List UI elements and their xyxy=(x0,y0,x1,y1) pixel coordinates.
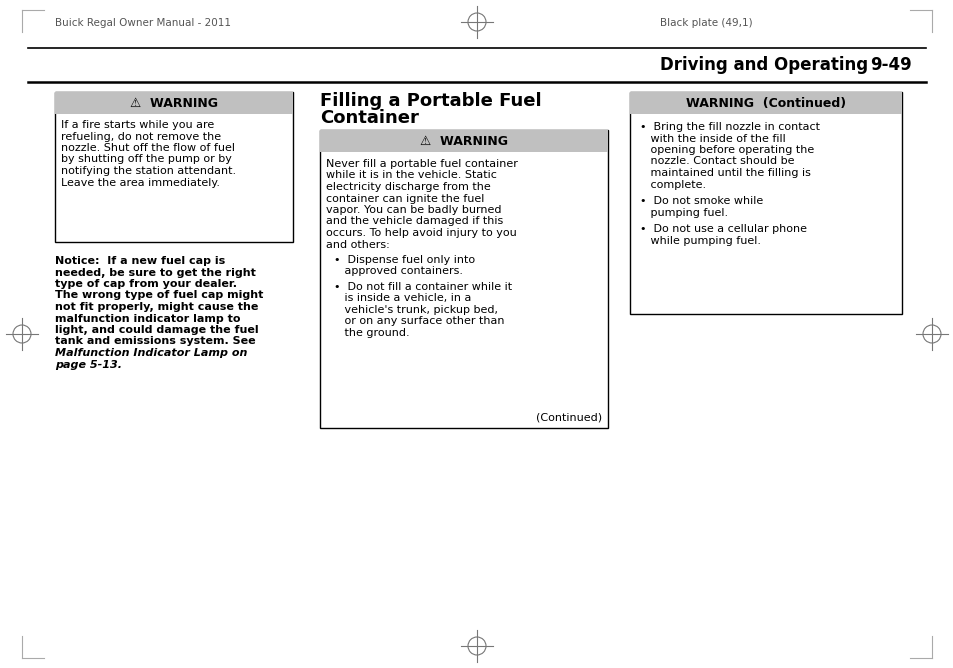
Text: •  Do not fill a container while it: • Do not fill a container while it xyxy=(334,282,512,292)
Text: approved containers.: approved containers. xyxy=(334,267,462,277)
Text: Never fill a portable fuel container: Never fill a portable fuel container xyxy=(326,159,517,169)
Text: If a fire starts while you are: If a fire starts while you are xyxy=(61,120,214,130)
Text: nozzle. Shut off the flow of fuel: nozzle. Shut off the flow of fuel xyxy=(61,143,234,153)
Bar xyxy=(629,92,901,314)
Text: Notice:  If a new fuel cap is: Notice: If a new fuel cap is xyxy=(55,256,225,266)
Text: 9-49: 9-49 xyxy=(869,56,911,74)
Text: Black plate (49,1): Black plate (49,1) xyxy=(659,18,752,28)
Bar xyxy=(629,92,901,114)
Text: type of cap from your dealer.: type of cap from your dealer. xyxy=(55,279,236,289)
Bar xyxy=(55,92,293,242)
Text: the ground.: the ground. xyxy=(334,328,409,338)
Text: The wrong type of fuel cap might: The wrong type of fuel cap might xyxy=(55,291,263,301)
Text: electricity discharge from the: electricity discharge from the xyxy=(326,182,490,192)
Text: not fit properly, might cause the: not fit properly, might cause the xyxy=(55,302,258,312)
Text: (Continued): (Continued) xyxy=(536,413,601,423)
Text: maintained until the filling is: maintained until the filling is xyxy=(639,168,810,178)
Text: needed, be sure to get the right: needed, be sure to get the right xyxy=(55,267,255,277)
Text: •  Do not smoke while: • Do not smoke while xyxy=(639,196,762,206)
Text: Driving and Operating: Driving and Operating xyxy=(659,56,867,74)
Text: and the vehicle damaged if this: and the vehicle damaged if this xyxy=(326,216,503,226)
Text: or on any surface other than: or on any surface other than xyxy=(334,317,504,327)
Text: tank and emissions system. See: tank and emissions system. See xyxy=(55,337,255,347)
Text: •  Bring the fill nozzle in contact: • Bring the fill nozzle in contact xyxy=(639,122,820,132)
Text: vapor. You can be badly burned: vapor. You can be badly burned xyxy=(326,205,501,215)
Text: occurs. To help avoid injury to you: occurs. To help avoid injury to you xyxy=(326,228,517,238)
Text: light, and could damage the fuel: light, and could damage the fuel xyxy=(55,325,258,335)
Text: is inside a vehicle, in a: is inside a vehicle, in a xyxy=(334,293,471,303)
Text: malfunction indicator lamp to: malfunction indicator lamp to xyxy=(55,313,240,323)
Text: while pumping fuel.: while pumping fuel. xyxy=(639,236,760,246)
Text: and others:: and others: xyxy=(326,240,390,250)
Text: notifying the station attendant.: notifying the station attendant. xyxy=(61,166,236,176)
Text: pumping fuel.: pumping fuel. xyxy=(639,208,727,218)
Text: by shutting off the pump or by: by shutting off the pump or by xyxy=(61,154,232,164)
Text: opening before operating the: opening before operating the xyxy=(639,145,814,155)
Text: nozzle. Contact should be: nozzle. Contact should be xyxy=(639,156,794,166)
Bar xyxy=(319,130,607,152)
Text: ⚠  WARNING: ⚠ WARNING xyxy=(130,96,218,110)
Text: Container: Container xyxy=(319,109,418,127)
Text: container can ignite the fuel: container can ignite the fuel xyxy=(326,194,484,204)
Text: Buick Regal Owner Manual - 2011: Buick Regal Owner Manual - 2011 xyxy=(55,18,231,28)
Text: complete.: complete. xyxy=(639,180,705,190)
Text: •  Do not use a cellular phone: • Do not use a cellular phone xyxy=(639,224,806,234)
Bar xyxy=(55,92,293,114)
Text: WARNING  (Continued): WARNING (Continued) xyxy=(685,96,845,110)
Text: Filling a Portable Fuel: Filling a Portable Fuel xyxy=(319,92,541,110)
Text: refueling, do not remove the: refueling, do not remove the xyxy=(61,132,221,142)
Text: ⚠  WARNING: ⚠ WARNING xyxy=(419,134,507,148)
Text: Malfunction Indicator Lamp on: Malfunction Indicator Lamp on xyxy=(55,348,247,358)
Text: while it is in the vehicle. Static: while it is in the vehicle. Static xyxy=(326,170,497,180)
Text: •  Dispense fuel only into: • Dispense fuel only into xyxy=(334,255,475,265)
Text: Leave the area immediately.: Leave the area immediately. xyxy=(61,178,220,188)
Text: page 5-13.: page 5-13. xyxy=(55,359,122,369)
Text: vehicle's trunk, pickup bed,: vehicle's trunk, pickup bed, xyxy=(334,305,497,315)
Text: with the inside of the fill: with the inside of the fill xyxy=(639,134,785,144)
Bar xyxy=(319,130,607,428)
